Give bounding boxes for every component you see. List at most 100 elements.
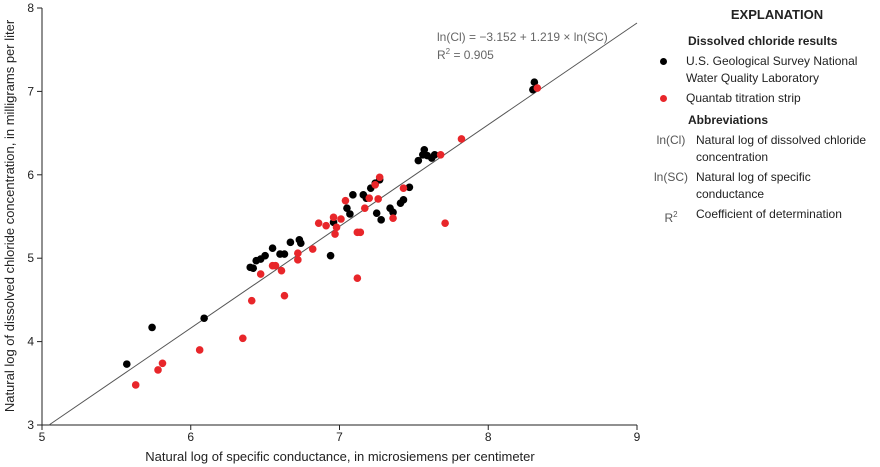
point [148, 323, 156, 332]
point [277, 266, 286, 275]
legend-series: U.S. Geological Survey National Water Qu… [646, 53, 878, 107]
point [365, 194, 374, 202]
r-exponent: 2 [446, 47, 451, 56]
point [372, 209, 381, 217]
point [420, 145, 429, 154]
point [389, 214, 397, 222]
point [322, 221, 330, 230]
point [399, 196, 408, 204]
point [280, 250, 289, 258]
abbreviations-heading: Abbreviations [688, 113, 769, 127]
abbreviation: ln(SC) Natural log of specific conductanc… [646, 169, 878, 203]
point [371, 181, 380, 189]
legend-item: Quantab titration strip [646, 90, 878, 107]
abbreviations: ln(Cl) Natural log of dissolved chloride … [646, 132, 878, 227]
point [337, 215, 345, 223]
point [294, 256, 302, 264]
abbreviation: ln(Cl) Natural log of dissolved chloride … [646, 132, 878, 166]
y-tick-label: 3 [27, 418, 34, 432]
x-tick-label: 5 [39, 430, 46, 444]
legend-label: U.S. Geological Survey National Water Qu… [686, 54, 858, 85]
point [332, 223, 341, 232]
x-axis-title: Natural log of specific conductance, in … [145, 449, 535, 464]
y-tick-label: 5 [27, 251, 34, 265]
x-tick-label: 6 [187, 430, 194, 444]
point [356, 228, 365, 237]
point [297, 239, 305, 247]
x-tick-label: 8 [485, 430, 492, 444]
point [239, 334, 247, 343]
term: ln(SC) [653, 170, 688, 184]
abbreviation-definition: Natural log of specific conductance [696, 170, 811, 201]
x-tick-label: 7 [336, 430, 343, 444]
y-axis-title: Natural log of dissolved chloride concen… [2, 19, 17, 412]
abbreviation-definition: Natural log of dissolved chloride concen… [696, 133, 867, 164]
point [280, 291, 289, 300]
y-tick-label: 4 [27, 335, 34, 349]
r-value: = 0.905 [450, 48, 494, 62]
point [271, 261, 280, 270]
point [247, 296, 256, 305]
point [533, 84, 542, 92]
point [436, 150, 445, 159]
point [343, 204, 351, 212]
point [256, 270, 265, 278]
r-squared: R2 = 0.905 [437, 47, 494, 62]
point [405, 183, 414, 192]
regression-line [48, 22, 638, 426]
point [329, 213, 338, 222]
point [375, 173, 384, 182]
point [360, 204, 369, 212]
point [331, 230, 339, 238]
legend-label: Quantab titration strip [686, 91, 801, 105]
equation: ln(Cl) = −3.152 + 1.219 × ln(SC) [437, 30, 608, 44]
point [346, 210, 354, 218]
point [308, 245, 317, 253]
abbreviation: R2 Coefficient of determination [646, 206, 878, 227]
point [374, 195, 382, 203]
point [430, 150, 439, 159]
r-symbol: R [437, 48, 446, 62]
chart: ln(Cl) = −3.152 + 1.219 × ln(SC) R2 = 0.… [2, 1, 641, 464]
abbreviation-definition: Coefficient of determination [696, 207, 842, 221]
y-tick-label: 7 [27, 84, 34, 98]
point [294, 249, 302, 257]
point [326, 251, 335, 260]
point [261, 251, 269, 260]
point [457, 135, 466, 143]
y-tick-label: 6 [27, 168, 34, 182]
point [377, 216, 385, 224]
legend-marker [660, 95, 667, 102]
point [158, 359, 167, 368]
point [530, 78, 539, 87]
point [389, 208, 397, 217]
term-superscript: 2 [673, 210, 678, 219]
legend: EXPLANATION Dissolved chloride results U… [646, 6, 878, 227]
point [154, 366, 162, 374]
point [414, 156, 423, 165]
point [349, 191, 357, 199]
point [286, 238, 295, 247]
point [249, 264, 258, 273]
abbreviation-term: ln(Cl) [646, 132, 696, 166]
term: R [664, 211, 674, 225]
legend-heading: Dissolved chloride results [688, 34, 838, 48]
legend-item: U.S. Geological Survey National Water Qu… [646, 53, 878, 87]
point [399, 184, 408, 192]
point [195, 346, 204, 354]
point [341, 196, 350, 205]
point [353, 274, 362, 283]
point [441, 219, 449, 227]
legend-title: EXPLANATION [730, 7, 824, 22]
point [200, 314, 208, 323]
legend-marker [660, 58, 667, 65]
x-tick-label: 9 [634, 430, 640, 444]
point [268, 244, 277, 252]
point [131, 381, 140, 389]
term: ln(Cl) [656, 133, 686, 147]
point [314, 219, 323, 227]
point [122, 360, 131, 368]
abbreviation-term: R2 [646, 206, 696, 227]
y-tick-label: 8 [27, 1, 34, 15]
